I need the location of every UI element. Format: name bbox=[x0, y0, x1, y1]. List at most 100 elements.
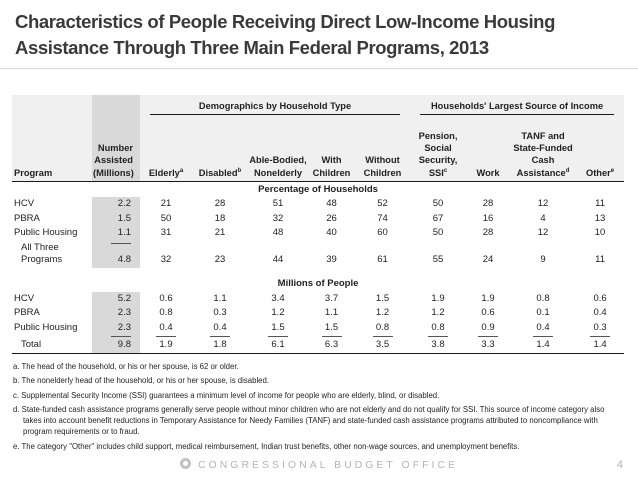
value-cell: 5.2 bbox=[117, 292, 131, 304]
cbo-logo-icon bbox=[179, 458, 191, 469]
table-row: HCV 5.2 0.6 1.1 3.4 3.7 1.5 1.9 1.9 0.8 0.6 bbox=[12, 292, 624, 307]
value-cell: 4 bbox=[540, 212, 546, 224]
value-cell: 3.7 bbox=[324, 292, 339, 304]
value-cell: 21 bbox=[214, 227, 226, 239]
value-cell: 32 bbox=[160, 254, 172, 266]
sum-rule bbox=[428, 336, 449, 338]
header-spacer-highlight bbox=[92, 94, 140, 117]
value-cell: 60 bbox=[377, 227, 388, 239]
value-cell: 0.8 bbox=[536, 292, 550, 304]
value-cell: 52 bbox=[377, 198, 388, 210]
group-header-demographics: Demographics by Household Type bbox=[150, 100, 401, 115]
value-cell: 12 bbox=[537, 227, 549, 239]
column-header-work: Work bbox=[466, 116, 511, 182]
value-cell: 1.8 bbox=[192, 335, 248, 354]
sum-rule bbox=[156, 336, 176, 338]
value-cell: 48 bbox=[272, 227, 284, 239]
program-label: Total bbox=[12, 335, 92, 354]
value-cell: 74 bbox=[377, 212, 388, 224]
value-cell: 26 bbox=[326, 212, 337, 224]
value-cell: 51 bbox=[272, 198, 284, 210]
table-row: All Three Programs 4.8 32 23 44 39 61 55 24 9 11 bbox=[12, 241, 624, 268]
header-spacer bbox=[12, 94, 92, 117]
value-cell: 1.9 bbox=[431, 292, 445, 304]
group-header-income: Households' Largest Source of Income bbox=[420, 100, 615, 115]
value-cell: 0.4 bbox=[159, 321, 173, 333]
sum-rule bbox=[321, 336, 342, 338]
value-cell: 31 bbox=[160, 227, 172, 239]
value-cell: 0.3 bbox=[213, 307, 227, 319]
value-cell: 6.1 bbox=[248, 335, 308, 354]
value-cell: 0.4 bbox=[593, 307, 607, 319]
value-cell: 44 bbox=[272, 254, 284, 266]
value-cell: 1.2 bbox=[271, 307, 285, 319]
group-header-demographics-cell: Demographics by Household Type bbox=[140, 94, 411, 117]
value-cell: 13 bbox=[594, 212, 606, 224]
value-cell: 0.4 bbox=[213, 321, 227, 333]
value-cell: 39 bbox=[326, 254, 337, 266]
footer-brand: CONGRESSIONAL BUDGET OFFICE bbox=[197, 459, 459, 471]
page-title: Characteristics of People Receiving Dire… bbox=[15, 11, 555, 59]
value-cell: 0.6 bbox=[593, 292, 607, 304]
column-header-pension-ssi: Pension, Social Security, SSIc bbox=[410, 116, 467, 182]
value-cell: 10 bbox=[594, 227, 606, 239]
group-header-row: Demographics by Household Type Household… bbox=[12, 94, 625, 117]
footnote-a: a. The head of the household, or his or … bbox=[13, 361, 239, 371]
value-cell: 1.5 bbox=[375, 292, 390, 304]
value-cell: 1.9 bbox=[140, 335, 192, 354]
value-cell: 0.3 bbox=[593, 321, 607, 333]
value-cell: 0.8 bbox=[159, 307, 173, 319]
column-header-with-children: With Children bbox=[308, 116, 355, 182]
sum-rule bbox=[268, 336, 288, 338]
value-cell: 1.4 bbox=[576, 335, 625, 354]
value-cell: 55 bbox=[432, 254, 444, 266]
section-title: Millions of People bbox=[277, 277, 359, 289]
value-cell: 9 bbox=[540, 254, 546, 266]
program-label: PBRA bbox=[14, 212, 40, 224]
footnote-d: d. State-funded cash assistance programs… bbox=[13, 405, 605, 437]
sum-rule bbox=[111, 336, 131, 338]
value-cell: 48 bbox=[326, 198, 337, 210]
value-cell: 28 bbox=[482, 227, 494, 239]
footnote-c: c. Supplemental Security Income (SSI) gu… bbox=[13, 390, 440, 400]
value-cell: 32 bbox=[272, 212, 284, 224]
value-cell: 61 bbox=[377, 254, 388, 266]
sum-rule bbox=[111, 242, 131, 244]
value-cell: 1.1 bbox=[117, 227, 131, 239]
sum-rule bbox=[533, 336, 554, 338]
value-cell: 21 bbox=[160, 198, 172, 210]
footer: CONGRESSIONAL BUDGET OFFICE bbox=[0, 458, 638, 471]
table-row: HCV 2.2 21 28 51 48 52 50 28 12 11 bbox=[12, 197, 624, 212]
column-header-ablebodied: Able-Bodied, Nonelderly bbox=[248, 116, 308, 182]
value-cell: 3.4 bbox=[271, 292, 285, 304]
value-cell: 18 bbox=[214, 212, 226, 224]
value-cell: 1.2 bbox=[375, 307, 390, 319]
table-row: Public Housing 2.3 0.4 0.4 1.5 1.5 0.8 0.8 0.9 0.… bbox=[12, 321, 624, 336]
value-cell: 24 bbox=[482, 254, 494, 266]
table-row: PBRA 1.5 50 18 32 26 74 67 16 4 13 bbox=[12, 212, 624, 227]
value-cell: 50 bbox=[432, 198, 444, 210]
value-cell: 0.6 bbox=[481, 307, 495, 319]
value-cell: 1.1 bbox=[213, 292, 227, 304]
group-header-income-cell: Households' Largest Source of Income bbox=[410, 94, 625, 117]
value-cell: 6.3 bbox=[308, 335, 355, 354]
table-row: PBRA 2.3 0.8 0.3 1.2 1.1 1.2 1.2 0.6 0.1 0.4 bbox=[12, 306, 624, 321]
program-label: All Three Programs bbox=[21, 241, 63, 266]
value-cell: 4.8 bbox=[92, 241, 140, 268]
value-cell: 16 bbox=[482, 212, 494, 224]
table-row: Public Housing 1.1 31 21 48 40 60 50 28 12 10 bbox=[12, 226, 624, 241]
value-cell: 50 bbox=[432, 227, 444, 239]
value-cell: 2.2 bbox=[117, 198, 131, 210]
value-cell: 0.6 bbox=[159, 292, 173, 304]
value-cell: 0.8 bbox=[375, 321, 390, 333]
value-cell: 2.3 bbox=[117, 307, 131, 319]
millions-section: Millions of People HCV 5.2 0.6 1.1 3.4 3.7 1.5 1… bbox=[12, 268, 625, 354]
column-header-other: Othere bbox=[576, 116, 625, 182]
percentage-section: Percentage of Households HCV 2.2 21 28 51 48 52… bbox=[12, 181, 624, 268]
value-cell: 0.9 bbox=[481, 321, 495, 333]
program-label: PBRA bbox=[14, 307, 40, 319]
value-cell: 9.8 bbox=[92, 335, 140, 354]
assistance-table: Demographics by Household Type Household… bbox=[12, 94, 625, 354]
value-cell: 50 bbox=[160, 212, 172, 224]
